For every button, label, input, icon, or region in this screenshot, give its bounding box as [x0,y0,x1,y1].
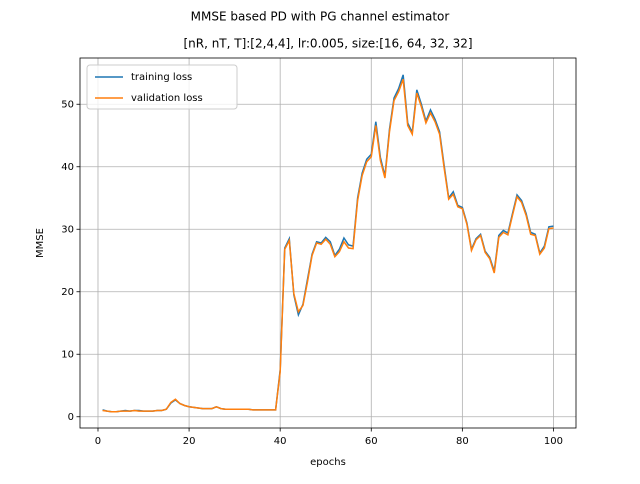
y-tick-label: 50 [61,99,74,110]
y-tick-label: 30 [61,224,74,235]
plot-frame [79,57,577,429]
x-tick-label: 100 [544,436,563,447]
x-tick-label: 0 [95,436,101,447]
legend-label: training loss [131,72,192,83]
x-axis-label: epochs [310,457,346,468]
chart-subtitle: [nR, nT, T]:[2,4,4], lr:0.005, size:[16,… [183,37,472,51]
legend-box [86,64,238,110]
y-tick-label: 0 [68,412,74,423]
y-tick-label: 20 [61,287,74,298]
chart-title: MMSE based PD with PG channel estimator [191,10,450,24]
x-tick-label: 40 [274,436,287,447]
legend: training loss validation loss [86,64,238,110]
legend-label: validation loss [131,93,203,104]
y-tick-label: 40 [61,162,74,173]
x-tick-label: 60 [365,436,378,447]
x-tick-label: 20 [183,436,196,447]
y-tick-label: 10 [61,349,74,360]
x-tick-label: 80 [456,436,469,447]
data-line [102,78,554,413]
y-axis-label: MMSE [35,228,46,258]
